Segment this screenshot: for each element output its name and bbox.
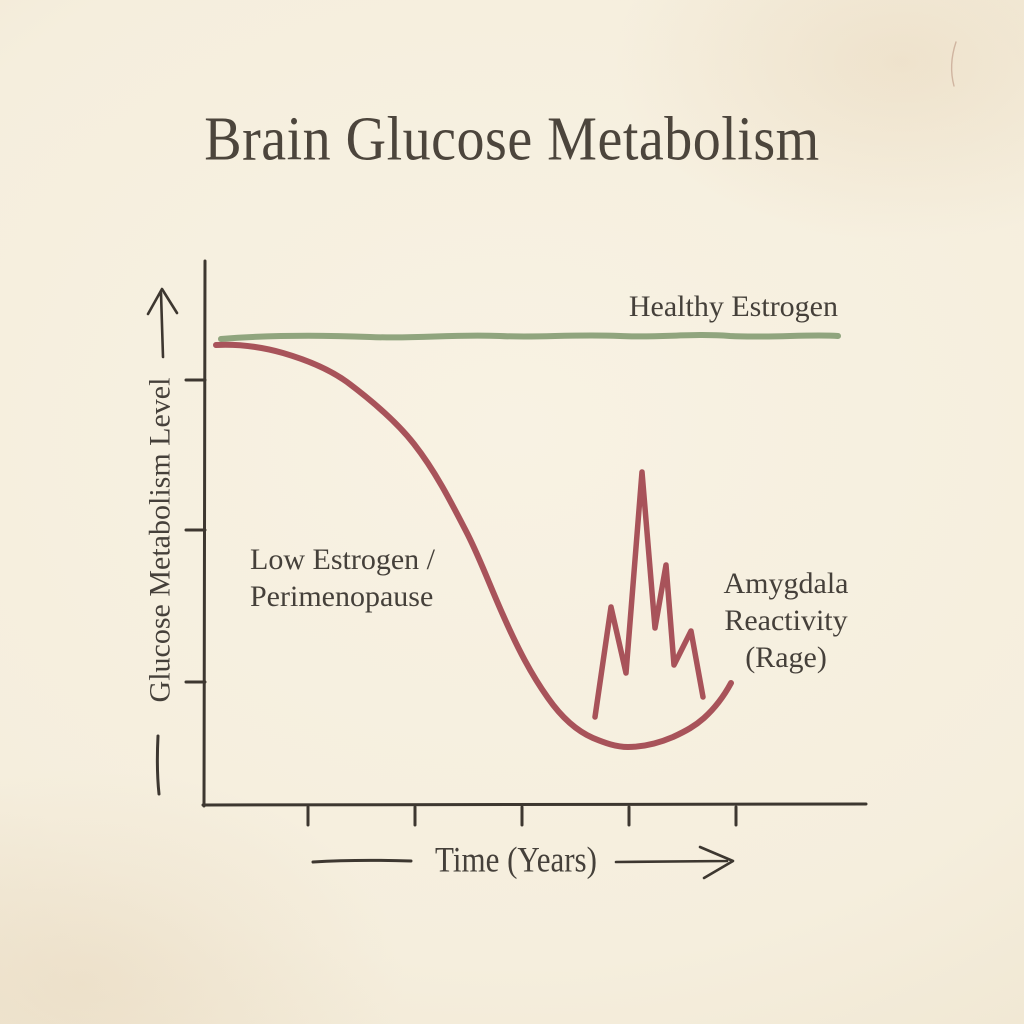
low-estrogen-label-line2: Perimenopause [250,580,434,613]
low-estrogen-curve [213,341,734,750]
low-estrogen-label-line1: Low Estrogen / [250,543,435,576]
paper-scratch-mark [950,41,957,87]
amygdala-label-line1: Amygdala [723,567,849,600]
x-axis-ticks [306,805,738,827]
amygdala-label-line2: Reactivity [724,604,848,637]
y-axis-up-arrow-icon [146,287,179,359]
amygdala-label-line3: (Rage) [745,641,827,674]
y-axis-title: Glucose Metabolism Level [143,377,177,703]
y-axis-line [202,259,207,808]
x-axis-line [201,802,868,807]
healthy-estrogen-line [218,332,841,342]
y-axis-ticks [184,378,207,684]
x-axis-title: Time (Years) [435,839,597,880]
x-axis-right-arrow-icon [614,845,735,880]
amygdala-spike-line [592,469,706,720]
x-axis-label-dash [311,858,413,864]
chart-title: Brain Glucose Metabolism [204,104,820,175]
healthy-estrogen-label: Healthy Estrogen [628,290,838,323]
low-estrogen-label: Low Estrogen / Perimenopause [250,541,435,615]
y-axis-label-dash [155,734,161,796]
amygdala-reactivity-label: Amygdala Reactivity (Rage) [686,565,886,676]
